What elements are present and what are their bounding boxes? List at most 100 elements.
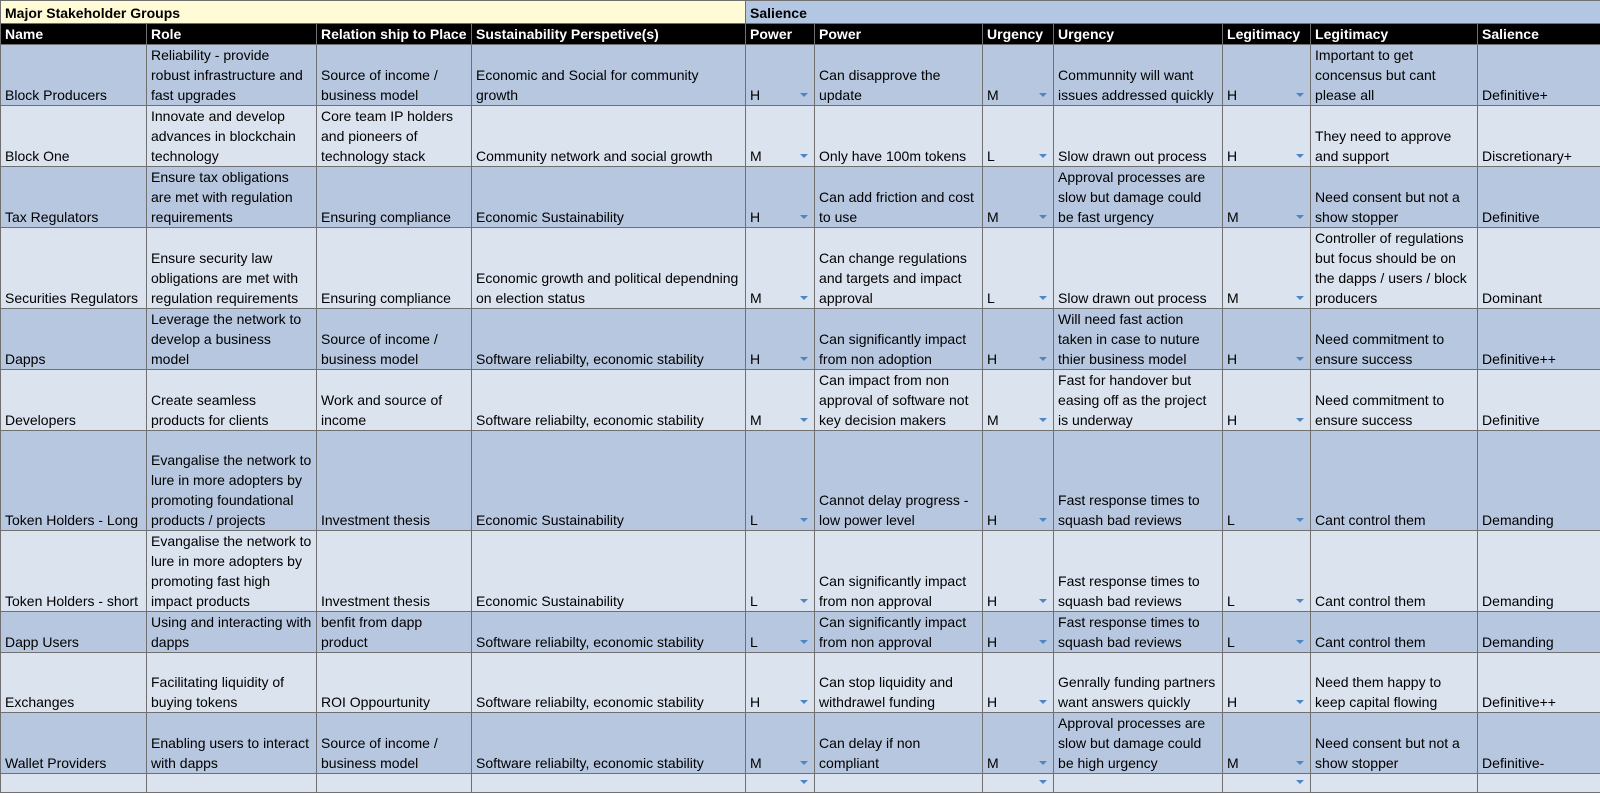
cell-role[interactable]: Using and interacting with dapps xyxy=(146,611,317,653)
dropdown-caret-icon[interactable] xyxy=(1296,154,1305,158)
cell-name[interactable]: Securities Regulators xyxy=(0,227,147,309)
dropdown-caret-icon[interactable] xyxy=(1296,761,1305,765)
dropdown-caret-icon[interactable] xyxy=(800,761,809,765)
cell-power[interactable]: H xyxy=(745,44,816,106)
cell-power[interactable]: H xyxy=(745,308,816,370)
cell-empty[interactable] xyxy=(1053,773,1224,793)
cell-power-note[interactable]: Can significantly impact from non approv… xyxy=(814,530,984,612)
cell-relation[interactable]: Ensuring compliance xyxy=(316,166,472,228)
cell-power-note[interactable]: Can significantly impact from non approv… xyxy=(814,611,984,653)
cell-role[interactable]: Evangalise the network to lure in more a… xyxy=(146,530,317,612)
dropdown-caret-icon[interactable] xyxy=(800,93,809,97)
cell-power[interactable]: H xyxy=(745,166,816,228)
cell-urgency[interactable]: L xyxy=(982,227,1055,309)
cell-urgency-note[interactable]: Slow drawn out process xyxy=(1053,227,1224,309)
cell-power-note[interactable]: Can delay if non compliant xyxy=(814,712,984,774)
cell-sustainability[interactable]: Software reliabilty, economic stability xyxy=(470,369,747,431)
cell-urgency[interactable]: H xyxy=(982,308,1055,370)
cell-name[interactable]: Token Holders - Long xyxy=(0,430,147,531)
col-header-relation[interactable]: Relation ship to Place xyxy=(316,23,472,45)
dropdown-caret-icon[interactable] xyxy=(1296,215,1305,219)
cell-salience[interactable]: Demanding xyxy=(1477,611,1600,653)
cell-legitimacy-note[interactable]: Need them happy to keep capital flowing xyxy=(1310,652,1479,713)
dropdown-caret-icon[interactable] xyxy=(1296,296,1305,300)
cell-urgency[interactable]: H xyxy=(982,652,1055,713)
cell-legitimacy-note[interactable]: Need consent but not a show stopper xyxy=(1310,712,1479,774)
col-header-urgency[interactable]: Urgency xyxy=(982,23,1055,45)
col-header-urgency-note[interactable]: Urgency xyxy=(1053,23,1224,45)
cell-power-note[interactable]: Cannot delay progress - low power level xyxy=(814,430,984,531)
cell-power[interactable]: H xyxy=(745,652,816,713)
cell-role[interactable]: Facilitating liquidity of buying tokens xyxy=(146,652,317,713)
cell-relation[interactable]: Source of income / business model xyxy=(316,308,472,370)
cell-sustainability[interactable]: Community network and social growth xyxy=(470,105,747,167)
dropdown-caret-icon[interactable] xyxy=(800,780,809,784)
cell-name[interactable]: Dapps xyxy=(0,308,147,370)
cell-legitimacy-note[interactable]: They need to approve and support xyxy=(1310,105,1479,167)
cell-power-note[interactable]: Can stop liquidity and withdrawel fundin… xyxy=(814,652,984,713)
cell-legitimacy[interactable]: L xyxy=(1222,430,1312,531)
cell-urgency-note[interactable]: Approval processes are slow but damage c… xyxy=(1053,166,1224,228)
cell-legitimacy-note[interactable]: Controller of regulations but focus shou… xyxy=(1310,227,1479,309)
cell-urgency[interactable]: M xyxy=(982,712,1055,774)
dropdown-caret-icon[interactable] xyxy=(800,418,809,422)
cell-power[interactable]: M xyxy=(745,105,816,167)
dropdown-caret-icon[interactable] xyxy=(1296,518,1305,522)
cell-urgency-note[interactable]: Fast response times to squash bad review… xyxy=(1053,611,1224,653)
dropdown-caret-icon[interactable] xyxy=(1039,761,1048,765)
cell-legitimacy[interactable]: L xyxy=(1222,530,1312,612)
cell-power-note[interactable]: Only have 100m tokens xyxy=(814,105,984,167)
cell-salience[interactable]: Definitive xyxy=(1477,166,1600,228)
cell-name[interactable]: Wallet Providers xyxy=(0,712,147,774)
cell-name[interactable]: Exchanges xyxy=(0,652,147,713)
cell-empty[interactable] xyxy=(316,773,472,793)
cell-sustainability[interactable]: Economic Sustainability xyxy=(470,430,747,531)
dropdown-caret-icon[interactable] xyxy=(1039,215,1048,219)
dropdown-caret-icon[interactable] xyxy=(1296,418,1305,422)
dropdown-caret-icon[interactable] xyxy=(1296,640,1305,644)
cell-urgency-note[interactable]: Communnity will want issues addressed qu… xyxy=(1053,44,1224,106)
dropdown-caret-icon[interactable] xyxy=(800,296,809,300)
cell-legitimacy[interactable]: M xyxy=(1222,166,1312,228)
cell-legitimacy-note[interactable]: Cant control them xyxy=(1310,611,1479,653)
cell-role[interactable]: Ensure security law obligations are met … xyxy=(146,227,317,309)
dropdown-caret-icon[interactable] xyxy=(800,518,809,522)
cell-salience[interactable]: Definitive++ xyxy=(1477,652,1600,713)
cell-sustainability[interactable]: Economic Sustainability xyxy=(470,166,747,228)
cell-urgency-note[interactable]: Fast response times to squash bad review… xyxy=(1053,430,1224,531)
dropdown-caret-icon[interactable] xyxy=(800,640,809,644)
cell-sustainability[interactable]: Economic growth and political dependning… xyxy=(470,227,747,309)
cell-empty[interactable] xyxy=(470,773,747,793)
cell-sustainability[interactable]: Software reliabilty, economic stability xyxy=(470,308,747,370)
cell-urgency-note[interactable]: Fast for handover but easing off as the … xyxy=(1053,369,1224,431)
cell-urgency-note[interactable]: Genrally funding partners want answers q… xyxy=(1053,652,1224,713)
cell-power[interactable]: L xyxy=(745,611,816,653)
cell-power[interactable]: M xyxy=(745,227,816,309)
cell-urgency[interactable]: M xyxy=(982,44,1055,106)
cell-legitimacy-note[interactable]: Cant control them xyxy=(1310,430,1479,531)
cell-legitimacy[interactable] xyxy=(1222,773,1312,793)
cell-sustainability[interactable]: Economic Sustainability xyxy=(470,530,747,612)
cell-power[interactable]: L xyxy=(745,530,816,612)
cell-legitimacy[interactable]: M xyxy=(1222,712,1312,774)
cell-relation[interactable]: Work and source of income xyxy=(316,369,472,431)
cell-role[interactable]: Enabling users to interact with dapps xyxy=(146,712,317,774)
cell-relation[interactable]: ROI Oppourtunity xyxy=(316,652,472,713)
cell-sustainability[interactable]: Economic and Social for community growth xyxy=(470,44,747,106)
col-header-power-note[interactable]: Power xyxy=(814,23,984,45)
group-header-major[interactable]: Major Stakeholder Groups xyxy=(0,0,747,24)
cell-urgency[interactable]: L xyxy=(982,105,1055,167)
cell-urgency[interactable]: H xyxy=(982,530,1055,612)
dropdown-caret-icon[interactable] xyxy=(800,599,809,603)
cell-power-note[interactable]: Can impact from non approval of software… xyxy=(814,369,984,431)
cell-empty[interactable] xyxy=(1477,773,1600,793)
cell-empty[interactable] xyxy=(1310,773,1479,793)
dropdown-caret-icon[interactable] xyxy=(1296,599,1305,603)
cell-sustainability[interactable]: Software reliabilty, economic stability xyxy=(470,611,747,653)
col-header-name[interactable]: Name xyxy=(0,23,147,45)
cell-relation[interactable]: benfit from dapp product xyxy=(316,611,472,653)
cell-legitimacy-note[interactable]: Need commitment to ensure success xyxy=(1310,369,1479,431)
cell-name[interactable]: Token Holders - short xyxy=(0,530,147,612)
cell-legitimacy-note[interactable]: Need consent but not a show stopper xyxy=(1310,166,1479,228)
dropdown-caret-icon[interactable] xyxy=(1039,357,1048,361)
